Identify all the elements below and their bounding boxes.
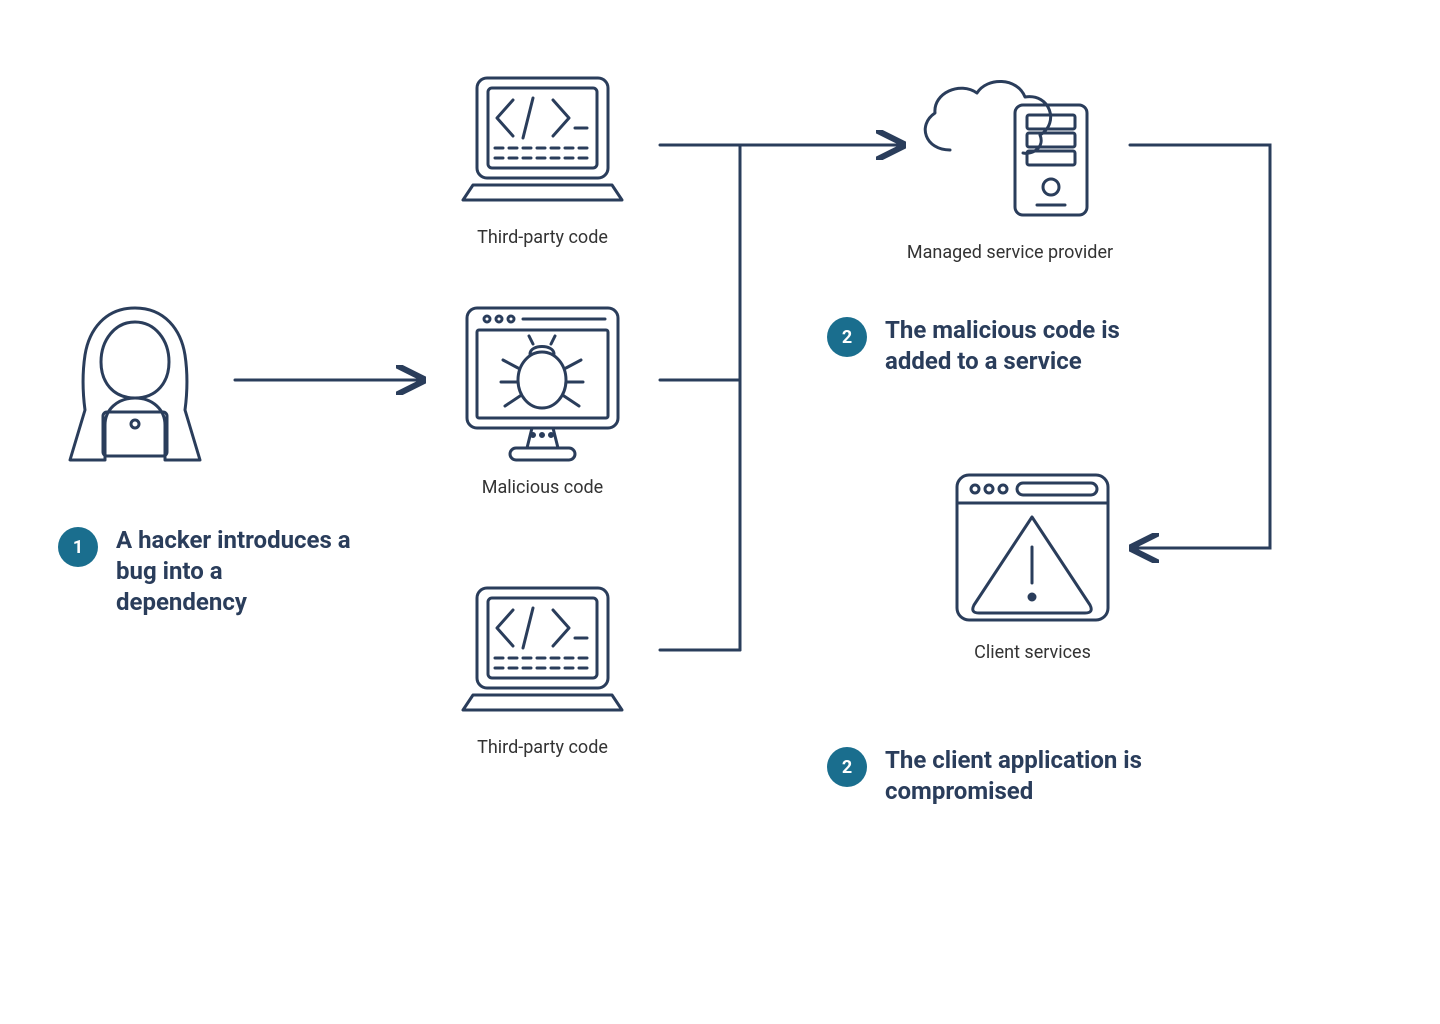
bracket-connector xyxy=(660,145,900,650)
supply-chain-diagram: Third-party code xyxy=(0,0,1300,920)
client-services-node: Client services xyxy=(945,465,1120,663)
third-party-code-top-node: Third-party code xyxy=(455,70,630,248)
malicious-code-node: Malicious code xyxy=(455,300,630,498)
step-3-badge: 2 xyxy=(827,747,867,787)
malicious-code-caption: Malicious code xyxy=(482,477,603,498)
warning-window-icon xyxy=(945,465,1120,630)
client-services-caption: Client services xyxy=(974,642,1091,663)
msp-caption: Managed service provider xyxy=(907,242,1113,263)
msp-node: Managed service provider xyxy=(905,75,1115,263)
step-3-text: The client application is compromised xyxy=(885,745,1185,807)
hacker-node xyxy=(55,300,215,465)
third-party-code-bottom-node: Third-party code xyxy=(455,580,630,758)
hacker-icon xyxy=(55,300,215,465)
step-3: 2 The client application is compromised xyxy=(827,745,1187,807)
cloud-server-icon xyxy=(905,75,1115,230)
laptop-code-icon xyxy=(455,580,630,725)
third-party-code-top-caption: Third-party code xyxy=(477,227,608,248)
step-2: 2 The malicious code is added to a servi… xyxy=(827,315,1187,377)
step-1-badge: 1 xyxy=(58,527,98,567)
laptop-code-icon xyxy=(455,70,630,215)
third-party-code-bottom-caption: Third-party code xyxy=(477,737,608,758)
step-2-badge: 2 xyxy=(827,317,867,357)
step-1: 1 A hacker introduces a bug into a depen… xyxy=(58,525,358,619)
step-2-text: The malicious code is added to a service xyxy=(885,315,1185,377)
step-1-text: A hacker introduces a bug into a depende… xyxy=(116,525,358,619)
malicious-code-icon xyxy=(455,300,630,465)
